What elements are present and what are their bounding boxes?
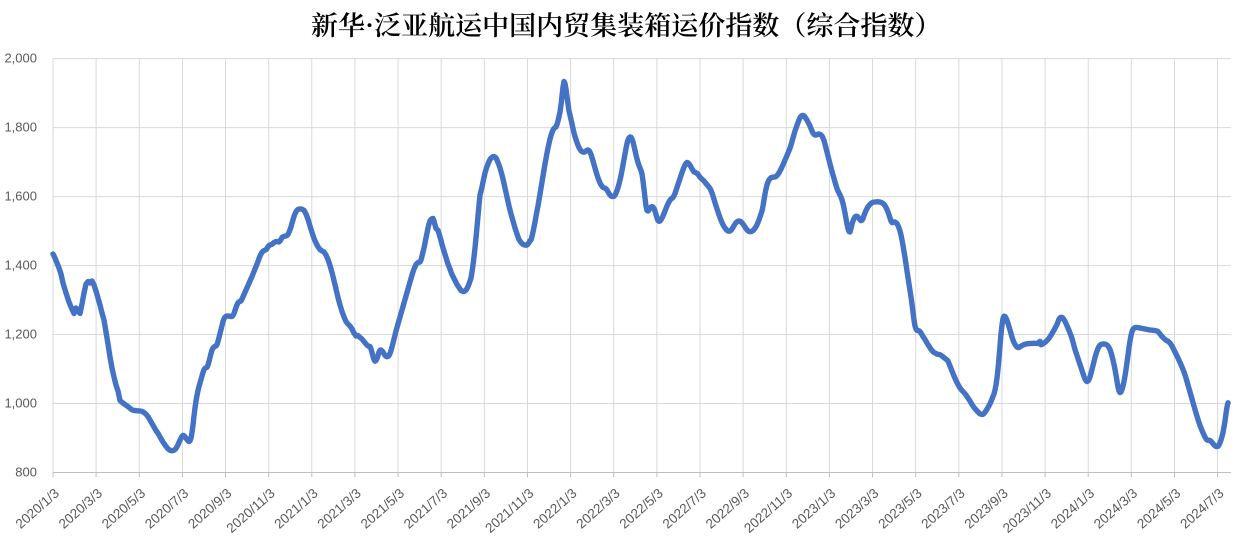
- svg-text:1,600: 1,600: [4, 189, 37, 204]
- svg-text:2,000: 2,000: [4, 51, 37, 66]
- svg-text:800: 800: [15, 465, 37, 480]
- svg-text:1,400: 1,400: [4, 258, 37, 273]
- svg-text:1,200: 1,200: [4, 327, 37, 342]
- svg-text:1,000: 1,000: [4, 396, 37, 411]
- svg-text:1,800: 1,800: [4, 120, 37, 135]
